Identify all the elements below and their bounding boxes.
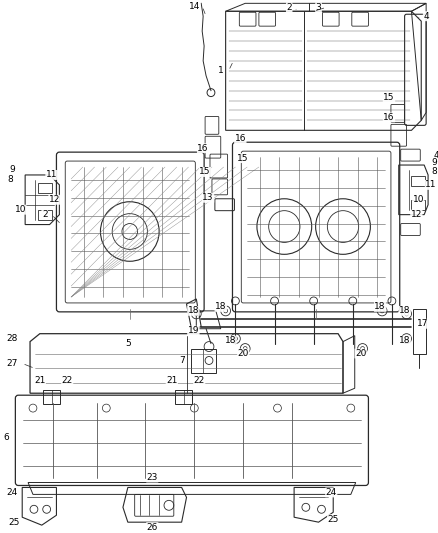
Text: 28: 28 [7,334,18,343]
Text: 11: 11 [46,171,57,180]
Text: 8: 8 [431,167,437,176]
Text: 4: 4 [433,151,438,159]
Text: 15: 15 [199,167,211,176]
Text: 5: 5 [125,339,131,348]
Text: 9: 9 [10,165,15,174]
Text: 21: 21 [34,376,46,385]
Bar [38,209,52,220]
Text: 23: 23 [147,473,158,482]
Text: 10: 10 [14,205,26,214]
Bar [43,390,60,404]
Text: 22: 22 [62,376,73,385]
Text: 7: 7 [179,356,184,365]
Text: 15: 15 [237,154,248,163]
Bar [411,176,425,186]
Text: 12: 12 [49,195,60,204]
Text: 16: 16 [198,144,209,152]
Bar [411,200,425,209]
Text: 18: 18 [187,306,199,316]
Bar [175,390,192,404]
Text: 15: 15 [383,93,395,102]
Text: 25: 25 [328,515,339,524]
Text: 18: 18 [399,306,410,316]
Text: 11: 11 [425,180,437,189]
Text: 18: 18 [399,336,410,345]
Text: 22: 22 [194,376,205,385]
Text: 10: 10 [413,195,424,204]
Text: 27: 27 [7,359,18,368]
Text: 20: 20 [355,349,366,358]
Text: 8: 8 [7,175,13,184]
Text: 24: 24 [325,488,337,497]
Bar [38,183,52,193]
Text: 20: 20 [237,349,249,358]
Text: 16: 16 [235,134,246,143]
Text: 17: 17 [417,319,429,328]
Text: 14: 14 [189,2,200,11]
Text: 3: 3 [316,3,321,12]
Text: 9: 9 [431,158,437,166]
Text: 24: 24 [7,488,18,497]
Text: 6: 6 [4,433,10,442]
Text: 25: 25 [9,518,20,527]
Text: 13: 13 [202,193,214,202]
Text: 18: 18 [374,302,386,311]
Text: 1: 1 [218,66,224,75]
Text: 21: 21 [166,376,177,385]
Text: 18: 18 [215,302,226,311]
Text: 12: 12 [411,210,422,219]
Text: 18: 18 [225,336,236,345]
Text: 19: 19 [187,326,199,335]
Text: 4: 4 [423,12,429,21]
Text: 26: 26 [147,523,158,531]
Text: 2: 2 [42,210,47,219]
Text: 2: 2 [286,3,292,12]
Text: 16: 16 [383,113,395,122]
